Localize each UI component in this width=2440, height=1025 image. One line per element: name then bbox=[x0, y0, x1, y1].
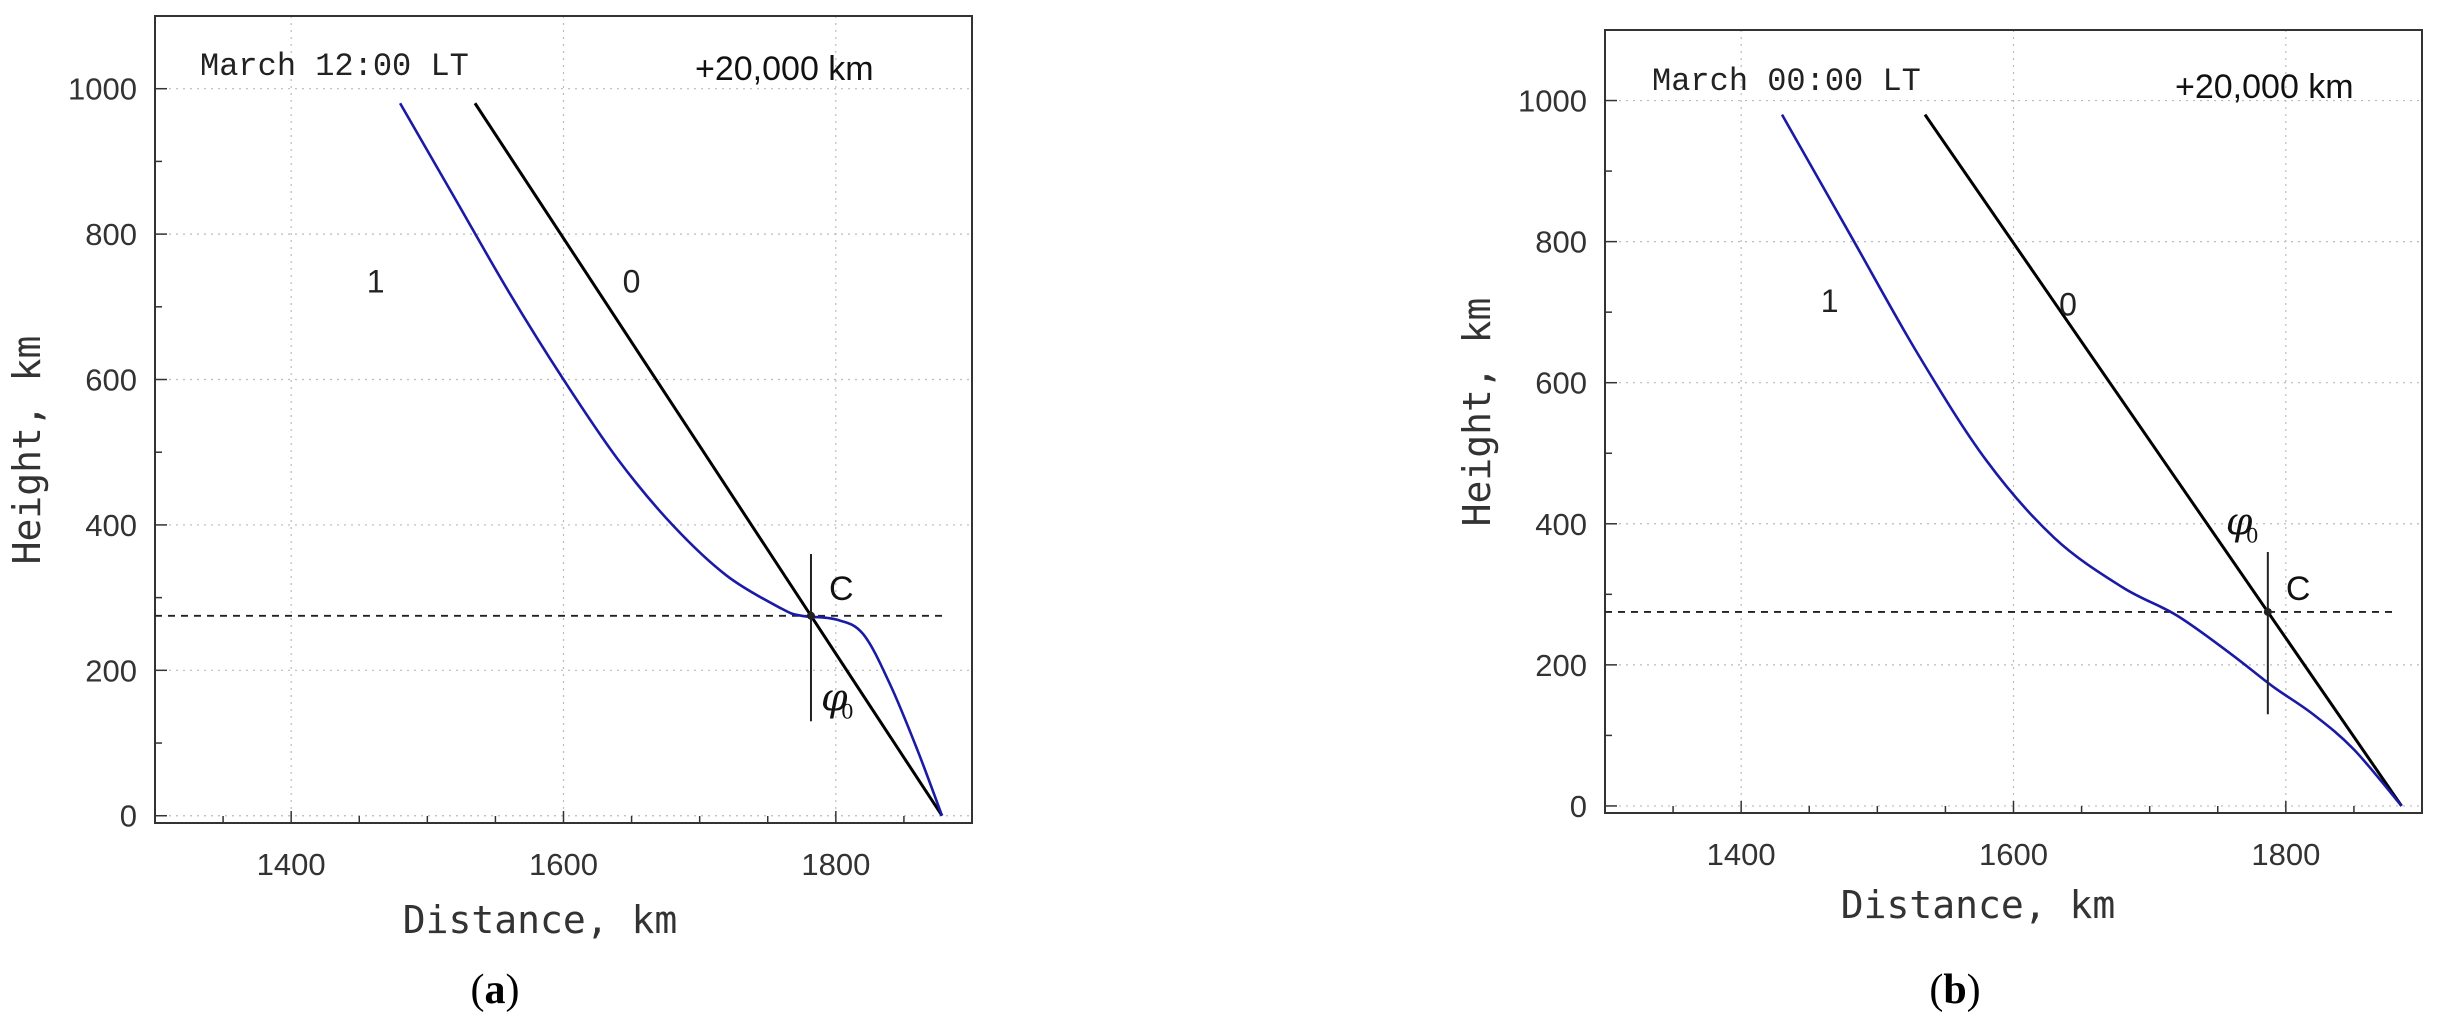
y-tick-label: 200 bbox=[1535, 648, 1587, 683]
angle-phi-label: φ bbox=[2226, 499, 2253, 543]
point-c-dot bbox=[806, 611, 815, 620]
series-line-1 bbox=[398, 102, 944, 817]
annotation-altitude: +20,000 km bbox=[2175, 68, 2354, 106]
curve-label-1: 1 bbox=[367, 263, 385, 299]
panel-label: (a) bbox=[471, 967, 520, 1013]
y-tick-label: 600 bbox=[1535, 366, 1587, 401]
y-tick-label: 1000 bbox=[1518, 84, 1587, 119]
y-tick-label: 400 bbox=[85, 508, 137, 543]
point-c-label: C bbox=[2286, 570, 2311, 608]
y-tick-label: 800 bbox=[1535, 225, 1587, 260]
x-axis-label: Distance, km bbox=[403, 898, 678, 942]
y-axis-label: Height, km bbox=[1455, 298, 1499, 527]
panel-letter: b bbox=[1943, 967, 1966, 1013]
series-line-0 bbox=[1923, 113, 2403, 807]
series-line-1 bbox=[1780, 114, 2403, 807]
point-c-dot bbox=[2263, 607, 2272, 616]
plot-frame bbox=[1604, 29, 2423, 814]
y-tick-label: 1000 bbox=[68, 72, 137, 107]
y-tick-label: 800 bbox=[85, 217, 137, 252]
annotation-altitude: +20,000 km bbox=[695, 50, 874, 88]
curve-label-0: 0 bbox=[623, 263, 641, 299]
series-line-0 bbox=[473, 102, 944, 817]
x-axis-label: Distance, km bbox=[1841, 883, 2116, 927]
y-tick-label: 600 bbox=[85, 363, 137, 398]
x-tick-label: 1400 bbox=[257, 847, 326, 882]
y-tick-label: 200 bbox=[85, 653, 137, 688]
point-c-label: C bbox=[829, 570, 854, 608]
y-tick-label: 400 bbox=[1535, 507, 1587, 542]
curve-label-1: 1 bbox=[1821, 283, 1839, 319]
y-axis-label: Height, km bbox=[5, 336, 49, 565]
plot-frame bbox=[154, 15, 973, 824]
angle-phi-subscript: 0 bbox=[2246, 523, 2259, 547]
x-tick-label: 1800 bbox=[801, 847, 870, 882]
angle-phi-subscript: 0 bbox=[841, 699, 854, 723]
x-tick-label: 1600 bbox=[529, 847, 598, 882]
panel-letter: a bbox=[485, 967, 506, 1013]
angle-phi-label: φ bbox=[821, 675, 848, 719]
curve-label-0: 0 bbox=[2059, 287, 2077, 323]
y-tick-label: 0 bbox=[1570, 789, 1587, 824]
x-tick-label: 1800 bbox=[2251, 837, 2320, 872]
x-tick-label: 1400 bbox=[1707, 837, 1776, 872]
annotation-time: March 12:00 LT bbox=[200, 48, 469, 85]
annotation-time: March 00:00 LT bbox=[1652, 63, 1921, 100]
chart-panel-a: 1400 1600 1800 0 200 400 600 800 1000 Distance, k… bbox=[5, 15, 973, 1013]
x-tick-label: 1600 bbox=[1979, 837, 2048, 872]
chart-panel-b: 1400 1600 1800 0 200 400 600 800 1000 Distance, k… bbox=[1455, 29, 2423, 1013]
y-tick-label: 0 bbox=[120, 799, 137, 834]
panel-label: (b) bbox=[1929, 967, 1980, 1013]
